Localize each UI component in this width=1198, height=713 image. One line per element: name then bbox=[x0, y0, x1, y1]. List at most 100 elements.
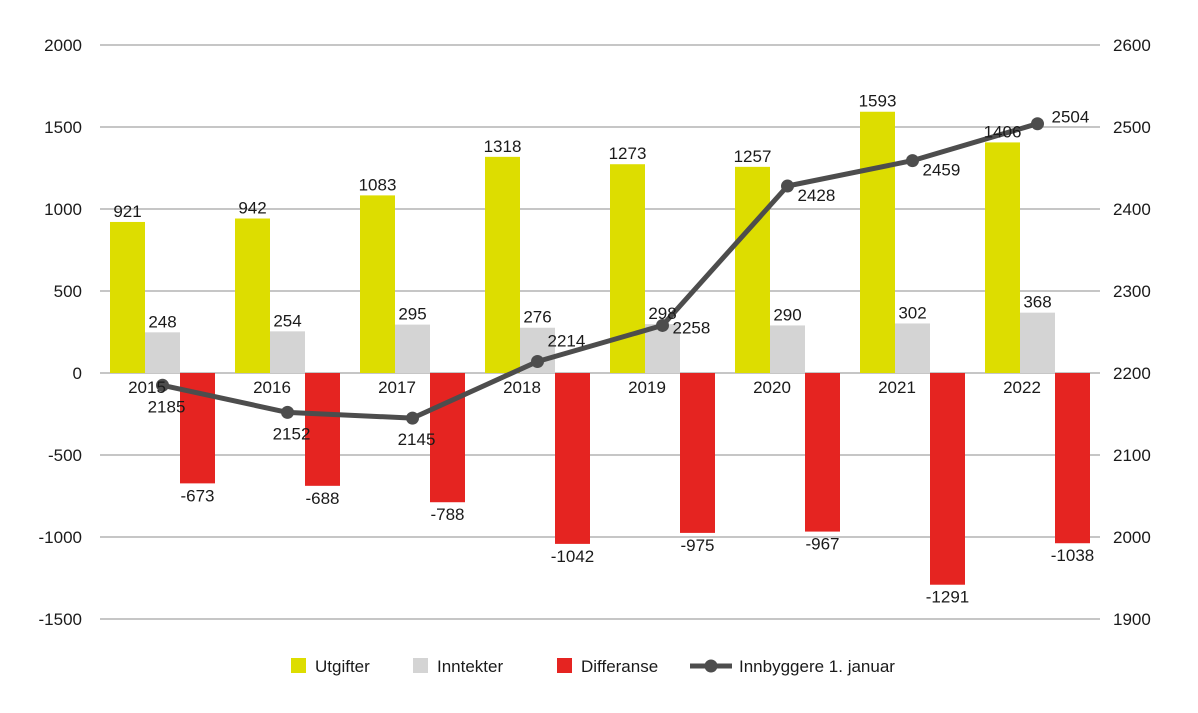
data-label-inntekter: 298 bbox=[648, 304, 676, 323]
legend-swatch-inntekter bbox=[413, 658, 428, 673]
data-label-inntekter: 248 bbox=[148, 312, 176, 331]
data-label-inntekter: 368 bbox=[1023, 293, 1051, 312]
population-point bbox=[531, 355, 544, 369]
y-left-tick-label: 500 bbox=[54, 282, 82, 301]
population-point bbox=[906, 154, 919, 168]
data-label-inntekter: 290 bbox=[773, 305, 801, 324]
population-point bbox=[281, 405, 294, 419]
bar-utgifter bbox=[860, 111, 895, 374]
y-right-tick-label: 2000 bbox=[1113, 528, 1151, 547]
population-line-path bbox=[160, 121, 1040, 421]
y-left-tick-label: -1500 bbox=[39, 610, 82, 629]
bar-inntekter bbox=[270, 331, 305, 373]
data-label-differanse: -975 bbox=[680, 536, 714, 555]
bar-inntekter bbox=[895, 323, 930, 373]
x-category-label: 2022 bbox=[1003, 378, 1041, 397]
bars bbox=[110, 111, 1090, 585]
bar-differanse bbox=[680, 373, 715, 533]
legend-swatch-differanse bbox=[557, 658, 572, 673]
data-label-innbyggere: 2152 bbox=[273, 424, 311, 443]
data-label-innbyggere: 2504 bbox=[1052, 108, 1090, 127]
y-left-tick-label: 2000 bbox=[44, 36, 82, 55]
data-label-innbyggere: 2214 bbox=[548, 332, 586, 351]
x-category-label: 2015 bbox=[128, 378, 166, 397]
y-right-tick-label: 2100 bbox=[1113, 446, 1151, 465]
data-label-innbyggere: 2258 bbox=[673, 318, 711, 337]
legend-label-utgifter: Utgifter bbox=[315, 657, 370, 676]
bar-differanse bbox=[805, 373, 840, 532]
data-label-utgifter: 921 bbox=[113, 202, 141, 221]
y-right-tick-label: 2300 bbox=[1113, 282, 1151, 301]
data-label-utgifter: 1257 bbox=[734, 147, 772, 166]
bar-inntekter bbox=[645, 324, 680, 373]
bar-inntekter bbox=[395, 324, 430, 373]
data-label-innbyggere: 2459 bbox=[923, 161, 961, 180]
data-label-utgifter: 1273 bbox=[609, 144, 647, 163]
bar-differanse bbox=[930, 373, 965, 585]
legend: Utgifter Inntekter Differanse Innbyggere 1.… bbox=[291, 657, 895, 676]
bar-differanse bbox=[555, 373, 590, 544]
data-label-utgifter: 942 bbox=[238, 199, 266, 218]
bar-utgifter bbox=[735, 166, 770, 373]
data-label-innbyggere: 2145 bbox=[398, 430, 436, 449]
data-label-inntekter: 254 bbox=[273, 311, 301, 330]
x-category-label: 2019 bbox=[628, 378, 666, 397]
population-line bbox=[156, 117, 1044, 425]
data-label-differanse: -788 bbox=[430, 505, 464, 524]
legend-label-inntekter: Inntekter bbox=[437, 657, 503, 676]
x-category-label: 2021 bbox=[878, 378, 916, 397]
y-right-tick-label: 1900 bbox=[1113, 610, 1151, 629]
y-right-tick-label: 2600 bbox=[1113, 36, 1151, 55]
bar-utgifter bbox=[360, 195, 395, 373]
x-category-label: 2020 bbox=[753, 378, 791, 397]
legend-label-differanse: Differanse bbox=[581, 657, 658, 676]
population-point bbox=[656, 318, 669, 332]
axes: 2000 1500 1000 500 0 -500 -1000 -1500 2600 2500 24… bbox=[39, 36, 1151, 629]
bar-inntekter bbox=[770, 325, 805, 373]
data-label-differanse: -1042 bbox=[551, 547, 594, 566]
bar-inntekter bbox=[1020, 312, 1055, 373]
data-labels: 921 248 -673 942 254 -688 1083 295 -788 1318 276 -1… bbox=[113, 92, 1094, 607]
y-left-tick-label: -1000 bbox=[39, 528, 82, 547]
data-label-differanse: -688 bbox=[305, 489, 339, 508]
population-point bbox=[781, 179, 794, 193]
data-label-inntekter: 302 bbox=[898, 303, 926, 322]
bar-utgifter bbox=[235, 218, 270, 373]
y-left-tick-label: -500 bbox=[48, 446, 82, 465]
data-label-inntekter: 276 bbox=[523, 308, 551, 327]
y-left-tick-label: 0 bbox=[73, 364, 82, 383]
data-label-innbyggere: 2185 bbox=[148, 397, 186, 416]
data-label-differanse: -967 bbox=[805, 535, 839, 554]
y-right-tick-label: 2400 bbox=[1113, 200, 1151, 219]
legend-marker-innbyggere-1-januar bbox=[704, 659, 718, 673]
population-point bbox=[156, 378, 169, 392]
data-label-differanse: -673 bbox=[180, 486, 214, 505]
bar-utgifter bbox=[985, 142, 1020, 373]
y-right-tick-label: 2500 bbox=[1113, 118, 1151, 137]
x-category-label: 2017 bbox=[378, 378, 416, 397]
y-left-tick-label: 1500 bbox=[44, 118, 82, 137]
legend-label-innbyggere-1-januar: Innbyggere 1. januar bbox=[739, 657, 895, 676]
data-label-inntekter: 295 bbox=[398, 305, 426, 324]
population-point bbox=[406, 411, 419, 425]
data-label-utgifter: 1318 bbox=[484, 137, 522, 156]
data-label-utgifter: 1593 bbox=[859, 92, 897, 111]
data-label-utgifter: 1083 bbox=[359, 175, 397, 194]
bar-inntekter bbox=[145, 332, 180, 373]
data-label-differanse: -1038 bbox=[1051, 546, 1094, 565]
x-category-label: 2018 bbox=[503, 378, 541, 397]
population-point bbox=[1031, 117, 1044, 131]
data-label-utgifter: 1406 bbox=[984, 122, 1022, 141]
data-label-differanse: -1291 bbox=[926, 588, 969, 607]
bar-differanse bbox=[305, 373, 340, 486]
data-label-innbyggere: 2428 bbox=[798, 186, 836, 205]
bar-utgifter bbox=[610, 164, 645, 373]
bar-utgifter bbox=[110, 221, 145, 373]
x-category-label: 2016 bbox=[253, 378, 291, 397]
y-left-tick-label: 1000 bbox=[44, 200, 82, 219]
bar-utgifter bbox=[485, 156, 520, 373]
bar-differanse bbox=[1055, 373, 1090, 544]
legend-swatch-utgifter bbox=[291, 658, 306, 673]
